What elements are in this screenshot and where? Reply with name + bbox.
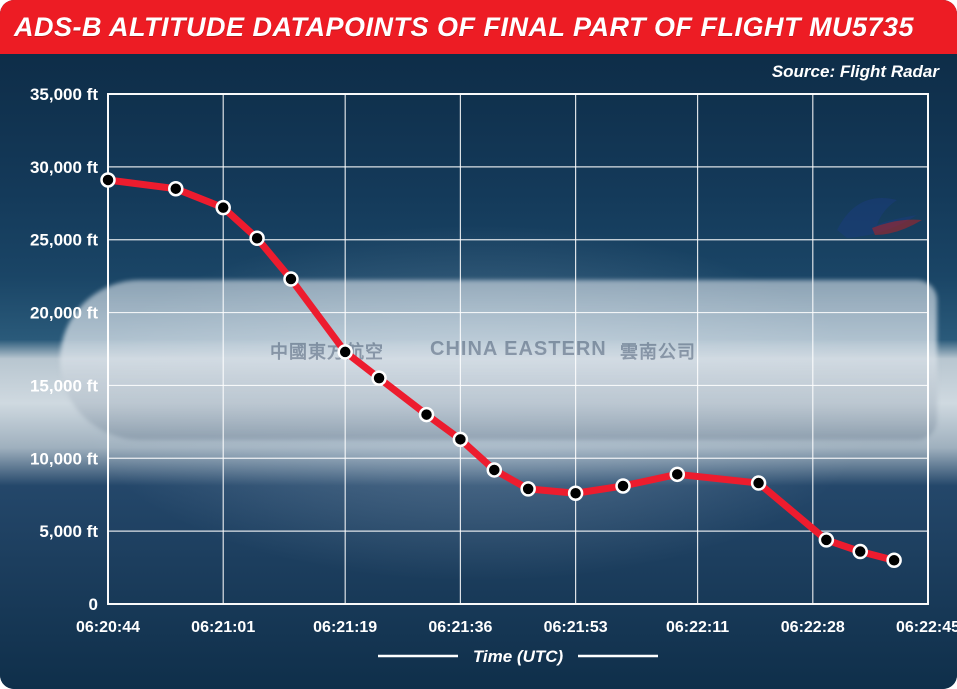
- data-point: [339, 345, 352, 358]
- data-point: [569, 487, 582, 500]
- y-tick-label: 5,000 ft: [39, 522, 98, 541]
- data-point: [617, 479, 630, 492]
- data-point: [251, 232, 264, 245]
- data-point: [169, 182, 182, 195]
- data-point: [820, 533, 833, 546]
- data-point: [420, 408, 433, 421]
- y-tick-label: 0: [89, 595, 98, 614]
- data-point: [522, 482, 535, 495]
- y-tick-label: 15,000 ft: [30, 376, 98, 395]
- data-point: [102, 173, 115, 186]
- data-point: [373, 372, 386, 385]
- figure-container: 中國東方航空 CHINA EASTERN 雲南公司 ADS-B ALTITUDE…: [0, 0, 957, 689]
- x-tick-label: 06:20:44: [76, 619, 140, 636]
- y-tick-label: 20,000 ft: [30, 304, 98, 323]
- altitude-line: [108, 180, 894, 560]
- x-tick-label: 06:21:19: [313, 619, 377, 636]
- data-point: [752, 477, 765, 490]
- x-tick-label: 06:21:53: [544, 619, 608, 636]
- x-tick-label: 06:22:45: [896, 619, 957, 636]
- data-point: [854, 545, 867, 558]
- y-tick-label: 25,000 ft: [30, 231, 98, 250]
- y-tick-label: 30,000 ft: [30, 158, 98, 177]
- data-point: [217, 201, 230, 214]
- data-point: [888, 554, 901, 567]
- x-axis-label: Time (UTC): [473, 647, 564, 666]
- plot-border: [108, 94, 928, 604]
- x-tick-label: 06:21:01: [191, 619, 255, 636]
- data-point: [488, 463, 501, 476]
- title-bar: ADS-B ALTITUDE DATAPOINTS OF FINAL PART …: [0, 0, 957, 54]
- y-tick-label: 35,000 ft: [30, 85, 98, 104]
- x-tick-label: 06:22:28: [781, 619, 845, 636]
- chart-title: ADS-B ALTITUDE DATAPOINTS OF FINAL PART …: [14, 12, 914, 43]
- chart-svg: 0 5,000 ft 10,000 ft 15,000 ft 20,000 ft 25,0…: [0, 54, 957, 689]
- plot-area: 0 5,000 ft 10,000 ft 15,000 ft 20,000 ft 25,0…: [0, 54, 957, 689]
- data-point: [671, 468, 684, 481]
- x-tick-label: 06:21:36: [428, 619, 492, 636]
- data-point: [284, 273, 297, 286]
- data-point: [454, 433, 467, 446]
- x-tick-label: 06:22:11: [666, 619, 729, 636]
- y-tick-label: 10,000 ft: [30, 449, 98, 468]
